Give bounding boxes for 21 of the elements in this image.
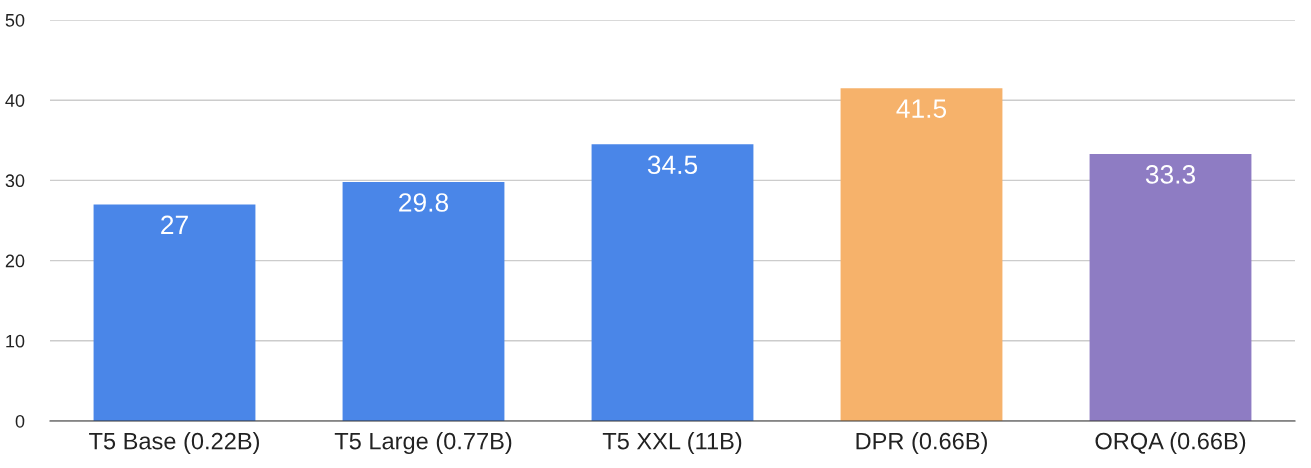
- bar: [840, 88, 1003, 421]
- data-label: 29.8: [399, 193, 449, 212]
- x-tick-label: T5 Base (0.22B): [89, 432, 259, 455]
- y-tick-label: 40: [5, 94, 25, 107]
- data-label: 27: [161, 215, 188, 235]
- data-label: 41.5: [896, 99, 947, 118]
- y-tick-label: 20: [5, 254, 25, 268]
- bar: [1089, 153, 1252, 421]
- y-tick-label: 50: [5, 13, 25, 27]
- x-tick-label: T5 XXL (11B): [602, 432, 742, 455]
- bar: [591, 144, 754, 421]
- x-tick-label: DPR (0.66B): [856, 432, 987, 455]
- bar: [93, 204, 256, 421]
- x-tick-label: ORQA (0.66B): [1095, 432, 1246, 455]
- y-tick-label: 10: [6, 334, 25, 348]
- data-label: 34.5: [647, 155, 698, 175]
- y-tick-label: 0: [15, 414, 25, 428]
- y-tick-label: 30: [5, 174, 25, 188]
- data-label: 33.3: [1145, 165, 1196, 184]
- bar: [342, 182, 505, 421]
- x-tick-label: T5 Large (0.77B): [334, 432, 512, 455]
